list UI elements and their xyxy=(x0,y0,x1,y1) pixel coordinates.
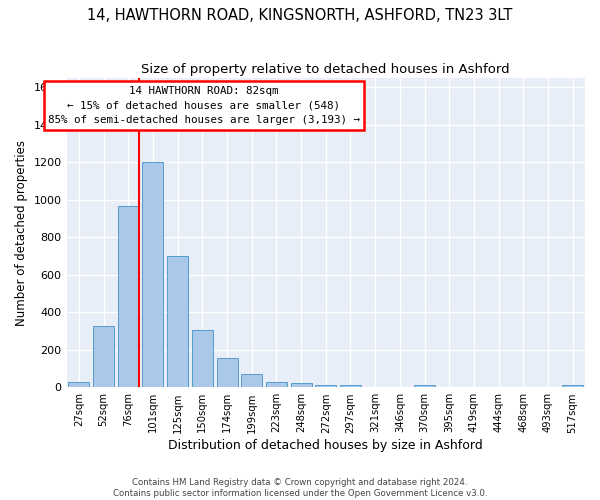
Bar xyxy=(414,385,435,388)
Bar xyxy=(142,162,163,388)
Bar xyxy=(241,374,262,388)
Bar xyxy=(118,206,139,388)
Bar xyxy=(562,385,583,388)
Bar xyxy=(93,326,114,388)
Text: Contains HM Land Registry data © Crown copyright and database right 2024.
Contai: Contains HM Land Registry data © Crown c… xyxy=(113,478,487,498)
Bar xyxy=(290,383,311,388)
Text: 14 HAWTHORN ROAD: 82sqm
← 15% of detached houses are smaller (548)
85% of semi-d: 14 HAWTHORN ROAD: 82sqm ← 15% of detache… xyxy=(48,86,360,126)
Bar xyxy=(315,384,336,388)
Title: Size of property relative to detached houses in Ashford: Size of property relative to detached ho… xyxy=(142,62,510,76)
Bar xyxy=(192,330,213,388)
Bar xyxy=(68,382,89,388)
Bar xyxy=(266,382,287,388)
Text: 14, HAWTHORN ROAD, KINGSNORTH, ASHFORD, TN23 3LT: 14, HAWTHORN ROAD, KINGSNORTH, ASHFORD, … xyxy=(88,8,512,22)
Bar xyxy=(167,256,188,388)
Bar xyxy=(217,358,238,388)
Y-axis label: Number of detached properties: Number of detached properties xyxy=(15,140,28,326)
Bar xyxy=(340,384,361,388)
X-axis label: Distribution of detached houses by size in Ashford: Distribution of detached houses by size … xyxy=(169,440,483,452)
